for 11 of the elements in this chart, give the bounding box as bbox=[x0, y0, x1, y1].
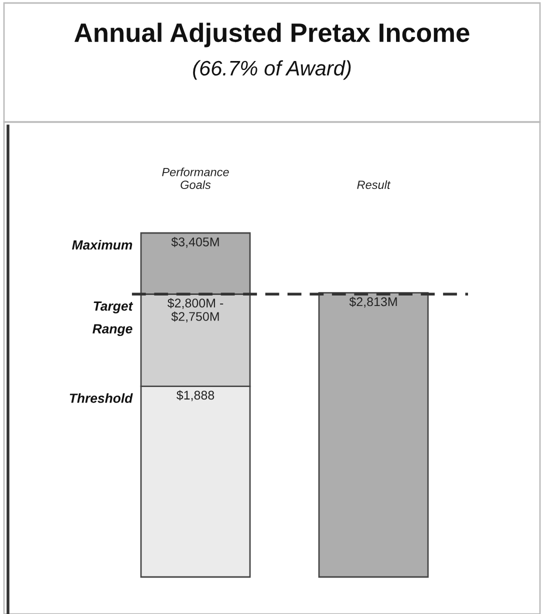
x-tick-label: Performance Goals bbox=[162, 168, 229, 189]
data-label: $2,813M bbox=[349, 296, 397, 308]
annotation: $2,800M - $2,750M bbox=[167, 298, 224, 322]
annotation: $1,888 bbox=[176, 390, 214, 402]
series-label: Threshold bbox=[70, 393, 133, 403]
annotation: $3,405M bbox=[171, 236, 219, 248]
chart-subtitle: (66.7% of Award) bbox=[193, 60, 351, 80]
chart-title: Annual Adjusted Pretax Income bbox=[74, 22, 470, 48]
series-label: Target Range bbox=[92, 302, 134, 336]
x-tick-label: Result bbox=[357, 180, 391, 189]
series-label: Maximum bbox=[72, 240, 132, 250]
